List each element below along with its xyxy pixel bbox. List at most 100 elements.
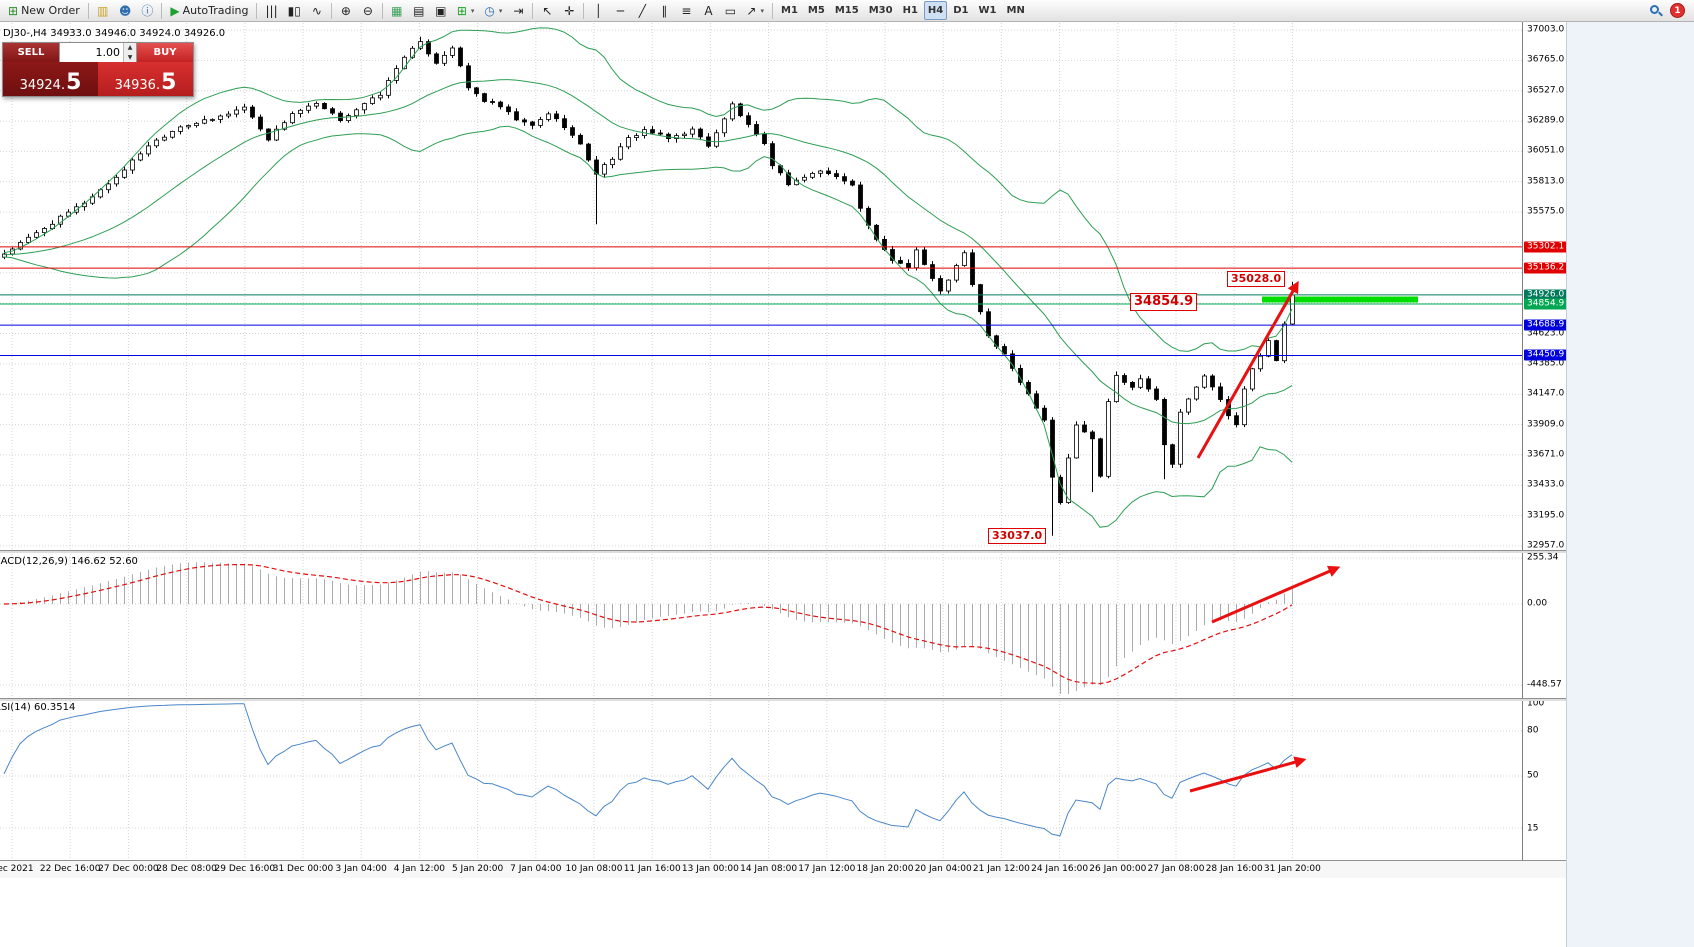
new-order-button-label: New Order <box>21 4 80 17</box>
crosshair-icon: ✛ <box>564 3 575 18</box>
caret-down-icon: ▾ <box>498 6 503 15</box>
rsi-axis-label: 15 <box>1527 823 1539 834</box>
time-axis-label: 31 Dec 00:00 <box>272 864 334 874</box>
text-label-button[interactable]: ▭ <box>720 1 740 20</box>
time-axis-label: 27 Dec 00:00 <box>98 864 159 874</box>
line-chart-button[interactable]: ∿ <box>307 1 327 20</box>
price-axis-label: 34623.0 <box>1527 328 1565 339</box>
timeframe-m30-button-label: M30 <box>868 5 893 16</box>
candlestick-chart-icon: ▮▯ <box>287 3 301 18</box>
auto-scroll-icon: ◷ <box>484 3 495 18</box>
price-axis-label: 32957.0 <box>1527 540 1565 551</box>
arrows-tool-button[interactable]: ↗ ▾ <box>742 1 768 20</box>
toolbar-separator <box>87 2 89 19</box>
charts-profile-icon: ▥ <box>97 3 109 18</box>
trend-arrow[interactable] <box>1211 565 1341 624</box>
text-button[interactable]: A <box>698 1 718 20</box>
price-annotation[interactable]: 33037.0 <box>988 528 1047 544</box>
price-line-label: 34926.0 <box>1524 289 1568 301</box>
data-window-button[interactable]: ⓘ <box>137 1 157 20</box>
fibonacci-button[interactable]: ≡ <box>676 1 696 20</box>
price-axis-label: 35813.0 <box>1527 176 1565 187</box>
candlestick-chart-button[interactable]: ▮▯ <box>284 1 305 20</box>
vertical-line-icon: │ <box>594 3 603 18</box>
notification-badge[interactable]: 1 <box>1670 3 1685 18</box>
buy-price[interactable]: 34936. 5 <box>98 62 193 96</box>
price-axis-label: 36765.0 <box>1527 54 1565 65</box>
time-axis-label: 24 Jan 16:00 <box>1031 864 1089 874</box>
volume-down-icon[interactable]: ▼ <box>124 52 136 62</box>
support-zone-bar[interactable] <box>1262 296 1418 303</box>
time-axis-label: 5 Jan 20:00 <box>451 864 504 874</box>
time-axis-label: 11 Jan 16:00 <box>623 864 681 874</box>
price-axis-label: 34385.0 <box>1527 358 1565 369</box>
time-axis-label: 20 Jan 04:00 <box>914 864 972 874</box>
time-axis-label: 31 Jan 20:00 <box>1263 864 1321 874</box>
time-axis-label: 21 Jan 12:00 <box>972 864 1030 874</box>
new-order-button[interactable]: ⊞ New Order <box>4 1 84 20</box>
cursor-button[interactable]: ↖ <box>537 1 557 20</box>
zoom-out-icon: ⊖ <box>362 3 373 18</box>
horizontal-level-lines[interactable] <box>0 246 1522 356</box>
timeframe-m5-button[interactable]: M5 <box>804 1 829 20</box>
zoom-in-icon: ⊕ <box>340 3 351 18</box>
sell-price-main: 34924. <box>19 78 66 93</box>
time-axis-label: 17 Jan 12:00 <box>798 864 856 874</box>
trendline-button[interactable]: ╱ <box>632 1 652 20</box>
line-chart-icon: ∿ <box>311 3 322 18</box>
arrange-windows-icon: ▤ <box>413 3 425 18</box>
chart-shift-button[interactable]: ⇥ <box>508 1 528 20</box>
timeframe-m15-button[interactable]: M15 <box>831 1 863 20</box>
rsi-axis-label: 50 <box>1527 770 1539 781</box>
timeframe-m30-button[interactable]: M30 <box>865 1 897 20</box>
timeframe-w1-button[interactable]: W1 <box>975 1 1001 20</box>
cursor-icon: ↖ <box>542 3 553 18</box>
new-chart-icon: ⊞ <box>456 3 467 18</box>
vertical-line-button[interactable]: │ <box>588 1 608 20</box>
toolbar-separator <box>330 2 332 19</box>
channel-button[interactable]: ∥ <box>654 1 674 20</box>
price-annotation[interactable]: 34854.9 <box>1130 293 1198 312</box>
search-button[interactable] <box>1648 3 1664 19</box>
price-line-label: 34854.9 <box>1524 298 1568 310</box>
zoom-out-button[interactable]: ⊖ <box>358 1 378 20</box>
zoom-in-button[interactable]: ⊕ <box>336 1 356 20</box>
volume-input[interactable] <box>60 43 123 62</box>
data-window-icon: ⓘ <box>141 3 154 18</box>
new-chart-button[interactable]: ⊞ ▾ <box>453 1 479 20</box>
timeframe-h4-button[interactable]: H4 <box>923 1 948 20</box>
tile-windows-button[interactable]: ▦ <box>387 1 407 20</box>
sell-price[interactable]: 34924. 5 <box>3 62 98 96</box>
price-annotation[interactable]: 35028.0 <box>1227 271 1286 287</box>
timeframe-m1-button[interactable]: M1 <box>777 1 802 20</box>
channel-icon: ∥ <box>661 3 668 18</box>
autotrading-button[interactable]: ▶ AutoTrading <box>166 1 252 20</box>
arrange-windows-button[interactable]: ▤ <box>409 1 429 20</box>
price-axis[interactable]: 37003.0 36765.0 36527.0 36289.0 36051.0 35813… <box>1522 22 1568 878</box>
macd-axis-label: -448.57 <box>1527 679 1562 690</box>
market-watch-button[interactable]: ☻ <box>115 1 136 20</box>
crosshair-button[interactable]: ✛ <box>559 1 579 20</box>
time-axis-label: 28 Jan 16:00 <box>1205 864 1263 874</box>
trend-arrow[interactable] <box>1189 756 1307 793</box>
price-axis-label: 33671.0 <box>1527 449 1565 460</box>
timeframe-mn-button[interactable]: MN <box>1003 1 1029 20</box>
time-axis-label: 28 Dec 08:00 <box>156 864 217 874</box>
time-axis-label: 7 Jan 04:00 <box>510 864 562 874</box>
horizontal-line-button[interactable]: ─ <box>610 1 630 20</box>
sell-button[interactable]: SELL <box>3 43 59 62</box>
timeframe-h1-button[interactable]: H1 <box>899 1 922 20</box>
charts-profile-button[interactable]: ▥ <box>93 1 113 20</box>
macd-panel-separator[interactable] <box>0 550 1566 553</box>
volume-up-icon[interactable]: ▲ <box>124 43 136 53</box>
buy-button[interactable]: BUY <box>137 43 193 62</box>
cascade-windows-button[interactable]: ▣ <box>431 1 451 20</box>
auto-scroll-button[interactable]: ◷ ▾ <box>480 1 506 20</box>
bar-chart-button[interactable]: ||| <box>261 1 281 20</box>
rsi-panel-separator[interactable] <box>0 698 1566 701</box>
trend-arrow[interactable] <box>1196 280 1299 459</box>
toolbar-right: 1 <box>1648 3 1691 19</box>
timeframe-d1-button[interactable]: D1 <box>949 1 972 20</box>
